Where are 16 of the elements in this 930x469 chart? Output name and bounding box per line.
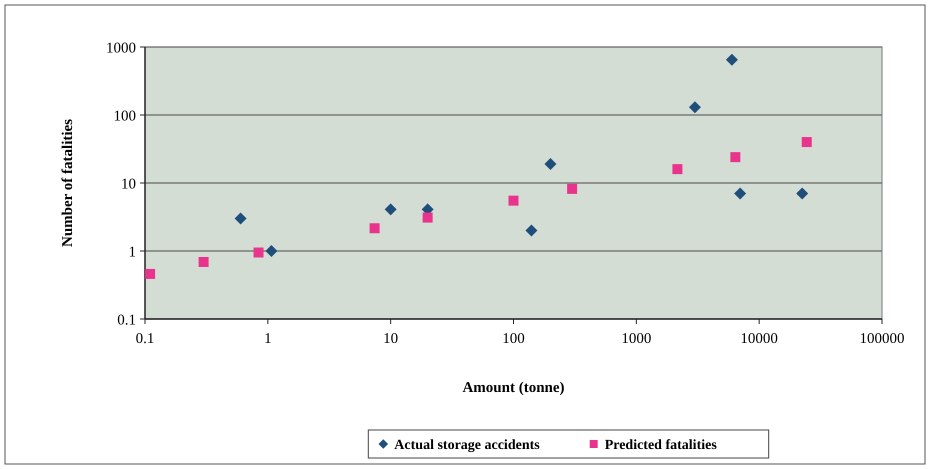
y-tick-label: 0.1 (117, 312, 136, 328)
y-axis-title: Number of fatalities (60, 118, 76, 248)
y-tick-label: 1000 (106, 40, 136, 56)
x-axis-title: Amount (tonne) (462, 380, 565, 396)
x-tick-label: 1000 (621, 331, 652, 347)
legend-label: Actual storage accidents (394, 438, 540, 453)
x-tick-label: 100000 (860, 331, 904, 347)
x-tick-label: 0.1 (136, 331, 154, 347)
x-tick-label: 10000 (740, 331, 778, 347)
x-tick-label: 1 (264, 331, 272, 347)
y-tick-label: 1 (128, 244, 136, 260)
legend-label: Predicted fatalities (604, 438, 718, 453)
x-tick-label: 100 (502, 331, 525, 347)
x-tick-label: 10 (383, 331, 398, 347)
y-tick-label: 100 (114, 108, 136, 124)
y-tick-label: 10 (121, 176, 136, 192)
